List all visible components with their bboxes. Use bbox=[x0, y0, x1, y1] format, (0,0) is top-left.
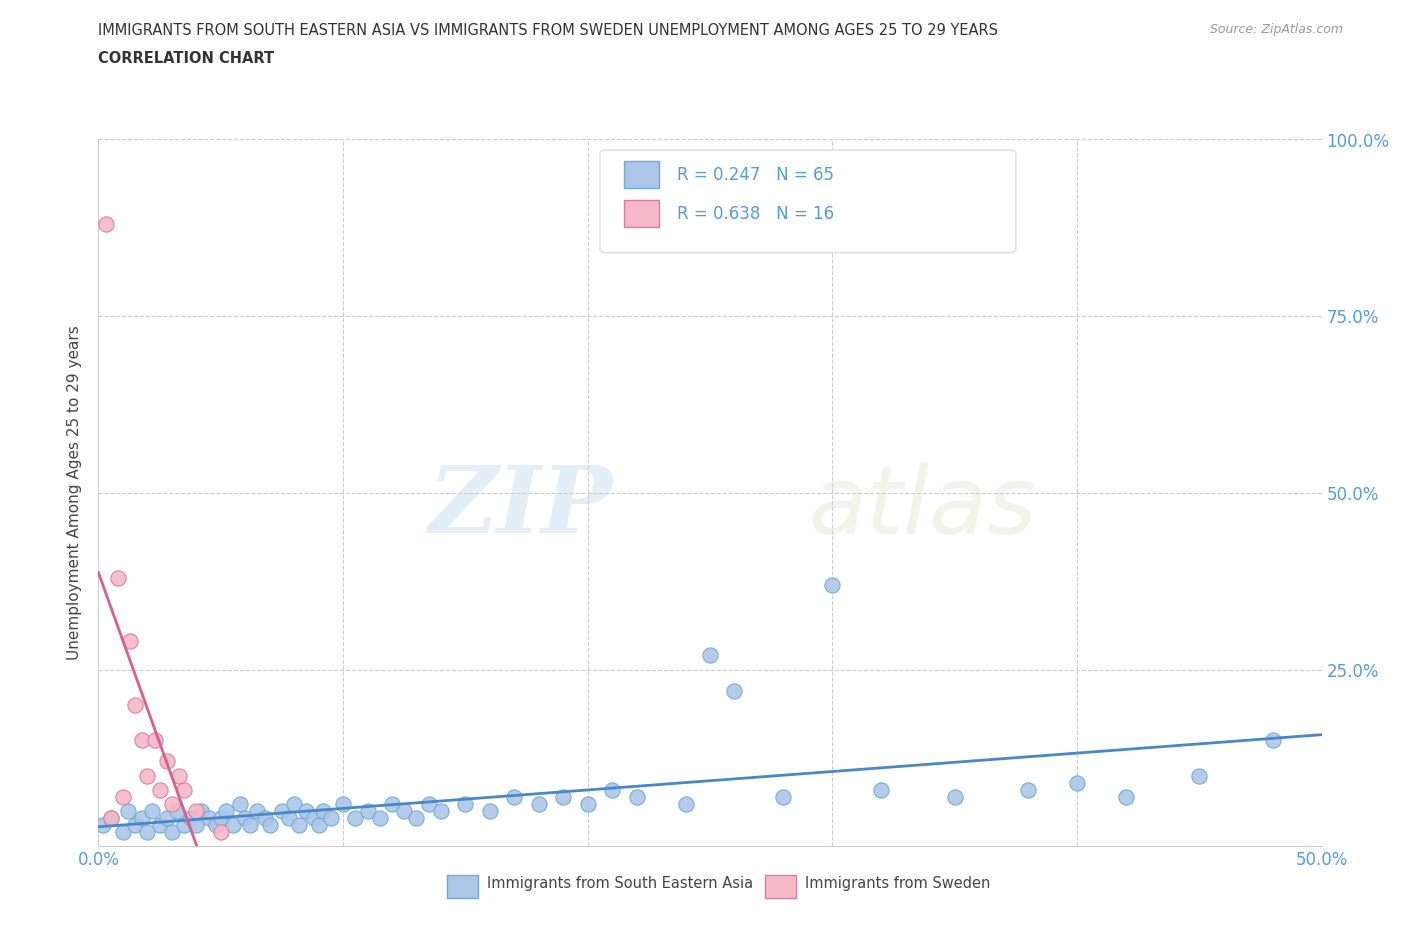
Point bbox=[149, 782, 172, 797]
Text: R = 0.247   N = 65: R = 0.247 N = 65 bbox=[678, 166, 834, 184]
Text: ZIP: ZIP bbox=[427, 462, 612, 552]
FancyBboxPatch shape bbox=[447, 875, 478, 897]
Point bbox=[454, 796, 477, 811]
Point bbox=[131, 733, 153, 748]
Text: IMMIGRANTS FROM SOUTH EASTERN ASIA VS IMMIGRANTS FROM SWEDEN UNEMPLOYMENT AMONG : IMMIGRANTS FROM SOUTH EASTERN ASIA VS IM… bbox=[98, 23, 998, 38]
Point bbox=[312, 804, 335, 818]
Point bbox=[723, 684, 745, 698]
Point bbox=[527, 796, 550, 811]
FancyBboxPatch shape bbox=[624, 162, 658, 188]
Point bbox=[821, 578, 844, 592]
Text: R = 0.638   N = 16: R = 0.638 N = 16 bbox=[678, 205, 834, 222]
Point bbox=[870, 782, 893, 797]
Point bbox=[418, 796, 440, 811]
Point bbox=[302, 811, 325, 826]
Point bbox=[214, 804, 236, 818]
Point bbox=[576, 796, 599, 811]
Point bbox=[190, 804, 212, 818]
Point bbox=[1261, 733, 1284, 748]
Point bbox=[136, 825, 159, 840]
Point bbox=[1066, 776, 1088, 790]
FancyBboxPatch shape bbox=[624, 200, 658, 227]
Point bbox=[239, 817, 262, 832]
Point bbox=[1188, 768, 1211, 783]
Point bbox=[100, 811, 122, 826]
Point bbox=[675, 796, 697, 811]
Point bbox=[283, 796, 305, 811]
Point bbox=[111, 790, 134, 804]
Point bbox=[173, 782, 195, 797]
Point bbox=[197, 811, 219, 826]
Point bbox=[308, 817, 330, 832]
Point bbox=[205, 817, 228, 832]
Point bbox=[430, 804, 453, 818]
Point bbox=[120, 634, 142, 649]
Text: Immigrants from South Eastern Asia: Immigrants from South Eastern Asia bbox=[488, 876, 754, 891]
Point bbox=[772, 790, 794, 804]
Point bbox=[136, 768, 159, 783]
Point bbox=[553, 790, 575, 804]
Point bbox=[94, 217, 117, 232]
FancyBboxPatch shape bbox=[765, 875, 796, 897]
Point bbox=[141, 804, 163, 818]
Point bbox=[288, 817, 311, 832]
Point bbox=[1017, 782, 1039, 797]
Point bbox=[160, 796, 183, 811]
Point bbox=[117, 804, 139, 818]
FancyBboxPatch shape bbox=[600, 150, 1015, 253]
Point bbox=[143, 733, 166, 748]
Point bbox=[209, 825, 232, 840]
Text: atlas: atlas bbox=[808, 461, 1036, 552]
Point bbox=[149, 817, 172, 832]
Point bbox=[166, 804, 188, 818]
Point bbox=[131, 811, 153, 826]
Text: CORRELATION CHART: CORRELATION CHART bbox=[98, 51, 274, 66]
Point bbox=[278, 811, 301, 826]
Point bbox=[356, 804, 378, 818]
Point bbox=[91, 817, 114, 832]
Point bbox=[111, 825, 134, 840]
Point bbox=[319, 811, 342, 826]
Point bbox=[160, 825, 183, 840]
Point bbox=[344, 811, 367, 826]
Text: Source: ZipAtlas.com: Source: ZipAtlas.com bbox=[1209, 23, 1343, 36]
Point bbox=[107, 570, 129, 585]
Point bbox=[270, 804, 294, 818]
Point bbox=[186, 804, 208, 818]
Point bbox=[100, 811, 122, 826]
Point bbox=[233, 811, 256, 826]
Point bbox=[626, 790, 648, 804]
Y-axis label: Unemployment Among Ages 25 to 29 years: Unemployment Among Ages 25 to 29 years bbox=[67, 326, 83, 660]
Point bbox=[156, 811, 179, 826]
Text: Immigrants from Sweden: Immigrants from Sweden bbox=[806, 876, 991, 891]
Point bbox=[124, 698, 146, 712]
Point bbox=[124, 817, 146, 832]
Point bbox=[186, 817, 208, 832]
Point bbox=[229, 796, 252, 811]
Point bbox=[392, 804, 416, 818]
Point bbox=[246, 804, 269, 818]
Point bbox=[405, 811, 427, 826]
Point bbox=[167, 768, 190, 783]
Point bbox=[478, 804, 501, 818]
Point bbox=[222, 817, 245, 832]
Point bbox=[332, 796, 354, 811]
Point bbox=[503, 790, 526, 804]
Point bbox=[156, 754, 179, 769]
Point bbox=[259, 817, 281, 832]
Point bbox=[209, 811, 232, 826]
Point bbox=[1115, 790, 1137, 804]
Point bbox=[381, 796, 404, 811]
Point bbox=[600, 782, 623, 797]
Point bbox=[699, 648, 721, 663]
Point bbox=[368, 811, 391, 826]
Point bbox=[180, 811, 202, 826]
Point bbox=[173, 817, 195, 832]
Point bbox=[943, 790, 966, 804]
Point bbox=[253, 811, 276, 826]
Point bbox=[295, 804, 318, 818]
